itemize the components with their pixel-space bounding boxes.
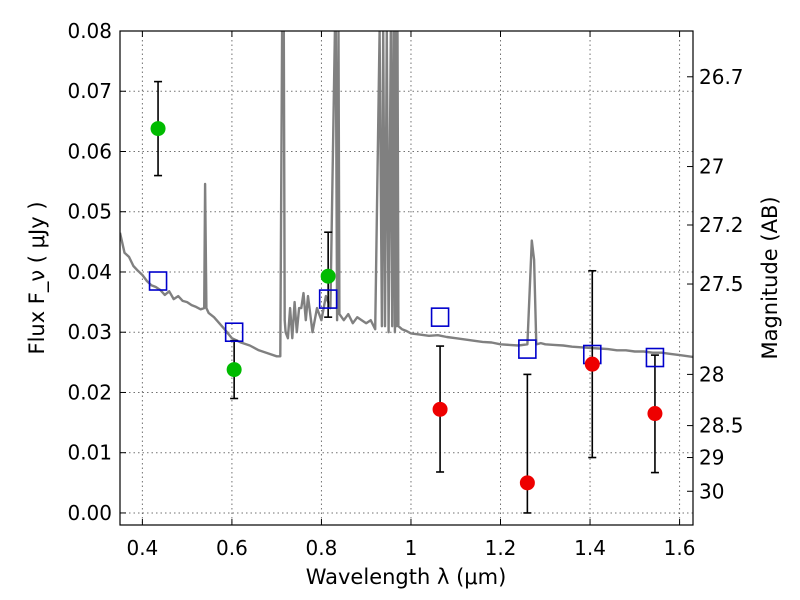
y-tick-label: 0.02 <box>67 380 112 404</box>
y-tick-label: 0.05 <box>67 200 112 224</box>
ticks-layer: 0.4 0.6 0.8 1 1.2 1.4 1.6 0.00 0.01 0.02 0.03 0.04 0… <box>67 19 743 560</box>
right-tick-label: 29 <box>699 446 724 470</box>
right-tick-label: 27 <box>699 155 724 179</box>
detection-point-0 <box>150 121 166 137</box>
right-tick-label: 27.2 <box>699 213 744 237</box>
model-box-4 <box>518 339 537 359</box>
model-box-2 <box>318 289 338 309</box>
data-points-layer <box>150 121 663 491</box>
x-tick-label: 0.4 <box>126 536 158 560</box>
right-tick-label: 27.5 <box>699 272 744 296</box>
non-detection-point-2 <box>584 356 600 372</box>
model-boxes-layer <box>148 271 665 368</box>
right-tick-label: 28.5 <box>699 414 744 438</box>
right-tick-label: 28 <box>699 362 724 386</box>
y-tick-label: 0.01 <box>67 441 112 465</box>
x-axis-title: Wavelength λ (μm) <box>306 565 507 589</box>
x-tick-label: 1 <box>405 536 418 560</box>
model-spectrum-line <box>120 31 693 359</box>
right-tick-label: 30 <box>699 479 724 503</box>
y-tick-label: 0.07 <box>67 79 112 103</box>
error-bars-layer <box>154 80 659 514</box>
detection-point-1 <box>226 362 242 378</box>
model-box-3 <box>430 307 450 327</box>
y-tick-label: 0.08 <box>67 19 112 43</box>
y-tick-label: 0.04 <box>67 260 112 284</box>
x-tick-label: 0.6 <box>216 536 248 560</box>
non-detection-point-3 <box>647 406 663 422</box>
y-axis-title: Flux F_ν ( μJy ) <box>25 201 50 354</box>
x-tick-label: 1.6 <box>664 536 696 560</box>
model-spectrum-layer <box>120 31 693 359</box>
x-tick-label: 1.4 <box>574 536 606 560</box>
right-axis-title: Magnitude (AB) <box>758 196 782 359</box>
model-box-0 <box>148 271 168 291</box>
x-tick-label: 0.8 <box>306 536 338 560</box>
x-tick-label: 1.2 <box>485 536 517 560</box>
plot-frame <box>119 30 694 526</box>
non-detection-point-0 <box>432 401 448 417</box>
model-box-6 <box>645 347 665 368</box>
y-tick-label: 0.03 <box>67 320 112 344</box>
right-tick-label: 26.7 <box>699 65 744 89</box>
non-detection-point-1 <box>519 475 535 491</box>
model-box-1 <box>224 322 244 343</box>
detection-point-2 <box>320 268 336 284</box>
y-tick-label: 0.00 <box>67 501 112 525</box>
y-tick-label: 0.06 <box>67 139 112 163</box>
grid <box>120 30 693 525</box>
